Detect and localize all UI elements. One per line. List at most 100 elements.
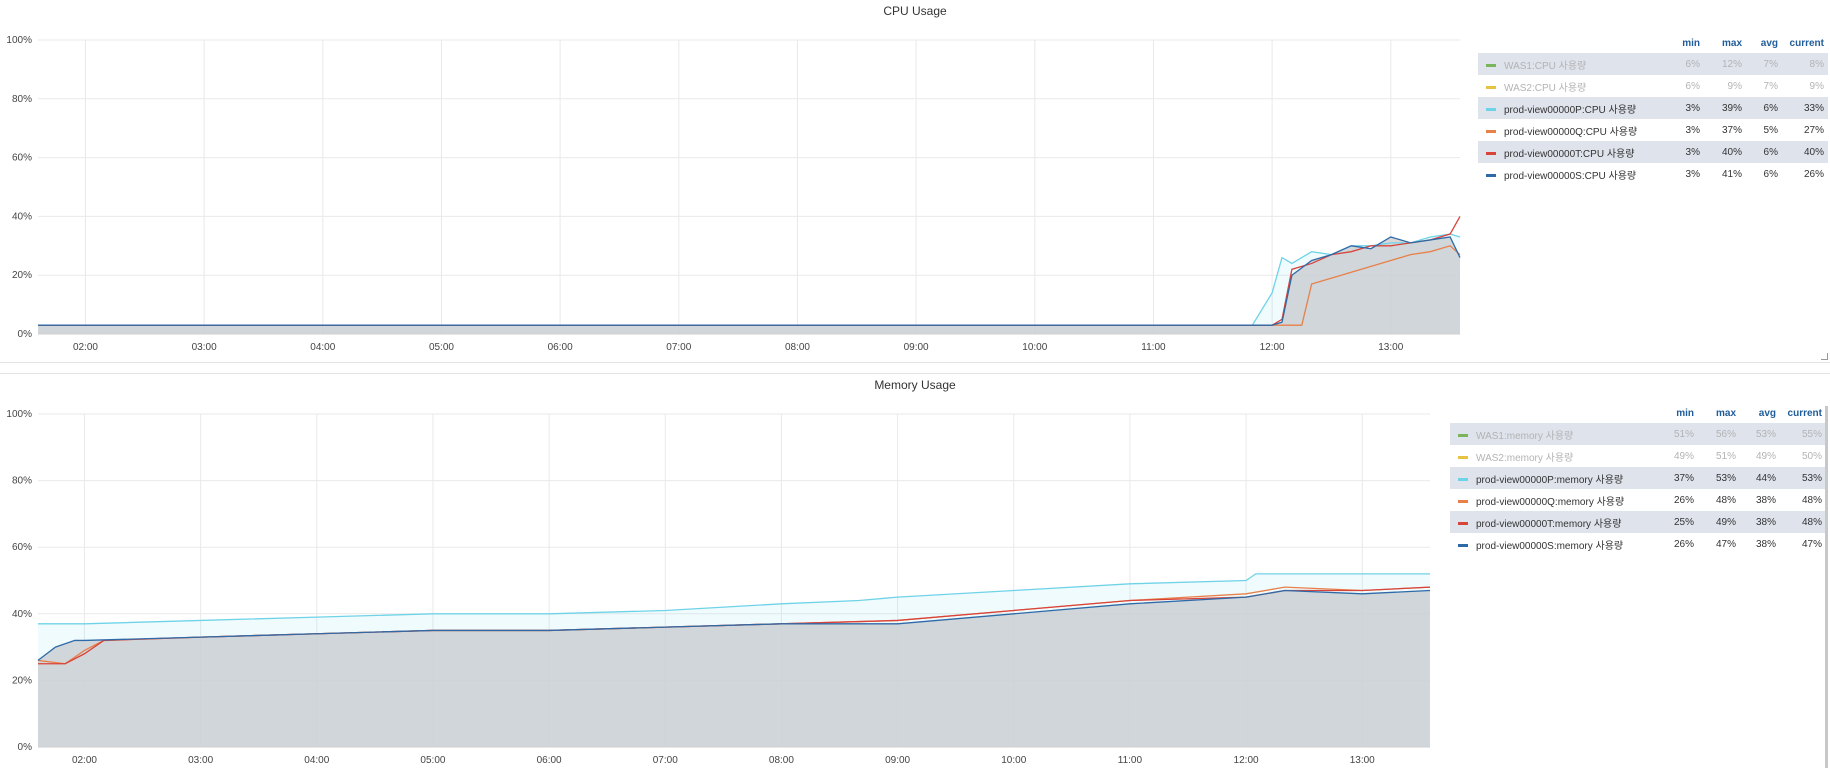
legend-series-name[interactable]: prod-view00000T:memory 사용량 [1450, 511, 1656, 533]
x-tick-label: 04:00 [310, 342, 335, 353]
legend-series-name[interactable]: WAS1:CPU 사용량 [1478, 53, 1662, 75]
cpu-panel-resize-handle[interactable] [1821, 353, 1828, 360]
legend-series-name[interactable]: WAS1:memory 사용량 [1450, 423, 1656, 445]
legend-min-value: 3% [1685, 124, 1700, 136]
x-tick-label: 07:00 [666, 342, 691, 353]
legend-current-value: 53% [1780, 467, 1826, 489]
legend-current-value: 47% [1801, 538, 1822, 550]
cpu-legend: min max avg current WAS1:CPU 사용량 6% 12% 7% 8… [1478, 36, 1828, 185]
legend-max-value: 12% [1704, 53, 1746, 75]
cpu-usage-panel: CPU Usage 0% 20% 40% 60% 80% 100% 02:00 03:00 04… [0, 0, 1830, 362]
legend-label: prod-view00000S:CPU 사용량 [1504, 170, 1637, 182]
legend-avg-value: 53% [1740, 423, 1780, 445]
y-tick-label: 60% [12, 153, 32, 164]
legend-row-WAS1[interactable]: WAS1:memory 사용량 51% 56% 53% 55% [1450, 423, 1826, 445]
legend-series-name[interactable]: prod-view00000S:memory 사용량 [1450, 533, 1656, 555]
legend-row-WAS1[interactable]: WAS1:CPU 사용량 6% 12% 7% 8% [1478, 53, 1828, 75]
legend-header-max[interactable]: max [1721, 37, 1742, 49]
legend-row-WAS2[interactable]: WAS2:CPU 사용량 6% 9% 7% 9% [1478, 75, 1828, 97]
series-line-P[interactable] [38, 233, 1461, 326]
panel-divider [0, 362, 1830, 374]
legend-current-value: 8% [1782, 53, 1828, 75]
y-tick-label: 0% [18, 329, 33, 340]
legend-row-T[interactable]: prod-view00000T:CPU 사용량 3% 40% 6% 40% [1478, 141, 1828, 163]
legend-header-avg[interactable]: avg [1758, 407, 1776, 419]
series-line-P[interactable] [38, 573, 1430, 625]
legend-header-avg[interactable]: avg [1760, 37, 1778, 49]
legend-row-Q[interactable]: prod-view00000Q:memory 사용량 26% 48% 38% 48% [1450, 489, 1826, 511]
legend-swatch [1458, 478, 1468, 482]
legend-row-P[interactable]: prod-view00000P:memory 사용량 37% 53% 44% 53% [1450, 467, 1826, 489]
legend-row-Q[interactable]: prod-view00000Q:CPU 사용량 3% 37% 5% 27% [1478, 119, 1828, 141]
legend-header-current[interactable]: current [1789, 37, 1824, 49]
legend-series-name[interactable]: WAS2:memory 사용량 [1450, 445, 1656, 467]
legend-series-name[interactable]: prod-view00000Q:CPU 사용량 [1478, 119, 1662, 141]
legend-row-WAS2[interactable]: WAS2:memory 사용량 49% 51% 49% 50% [1450, 445, 1826, 467]
legend-avg-value: 38% [1740, 511, 1780, 533]
area-fill [38, 590, 1430, 747]
legend-series-name[interactable]: prod-view00000P:memory 사용량 [1450, 467, 1656, 489]
legend-series-name[interactable]: prod-view00000P:CPU 사용량 [1478, 97, 1662, 119]
legend-row-P[interactable]: prod-view00000P:CPU 사용량 3% 39% 6% 33% [1478, 97, 1828, 119]
legend-label: WAS2:memory 사용량 [1476, 452, 1574, 464]
x-tick-label: 02:00 [73, 342, 98, 353]
legend-swatch [1458, 434, 1468, 438]
legend-avg-value: 49% [1755, 450, 1776, 462]
legend-swatch [1486, 130, 1496, 134]
legend-current-value: 9% [1809, 80, 1824, 92]
legend-row-S[interactable]: prod-view00000S:CPU 사용량 3% 41% 6% 26% [1478, 163, 1828, 185]
legend-swatch [1458, 522, 1468, 526]
x-tick-label: 02:00 [72, 755, 97, 766]
series-line-S[interactable] [37, 589, 1431, 661]
legend-header-max[interactable]: max [1715, 407, 1736, 419]
memory-usage-chart[interactable]: 0% 20% 40% 60% 80% 100% 02:00 03:00 04:00 05:00 06… [0, 374, 1830, 773]
grid [38, 39, 1460, 335]
legend-label: WAS2:CPU 사용량 [1504, 82, 1587, 94]
legend-series-name[interactable]: WAS2:CPU 사용량 [1478, 75, 1662, 97]
y-tick-label: 60% [12, 542, 32, 553]
series-area-P [38, 234, 1460, 334]
legend-label: prod-view00000T:CPU 사용량 [1504, 148, 1635, 160]
legend-min-value: 49% [1673, 450, 1694, 462]
y-tick-label: 80% [12, 94, 32, 105]
legend-avg-value: 5% [1763, 124, 1778, 136]
x-tick-label: 09:00 [904, 342, 929, 353]
legend-max-value: 53% [1698, 467, 1740, 489]
y-tick-label: 20% [12, 675, 32, 686]
legend-series-name[interactable]: prod-view00000Q:memory 사용량 [1450, 489, 1656, 511]
y-tick-label: 100% [6, 35, 32, 46]
legend-avg-value: 38% [1755, 494, 1776, 506]
legend-avg-value: 7% [1746, 53, 1782, 75]
legend-max-value: 41% [1721, 168, 1742, 180]
legend-row-T[interactable]: prod-view00000T:memory 사용량 25% 49% 38% 48% [1450, 511, 1826, 533]
legend-scrollbar[interactable] [1825, 406, 1828, 768]
series-line-S[interactable] [38, 236, 1461, 326]
series-line-Q[interactable] [38, 245, 1461, 326]
cpu-usage-chart[interactable]: 0% 20% 40% 60% 80% 100% 02:00 03:00 04:00 05:00 06… [0, 0, 1830, 362]
memory-panel-title: Memory Usage [874, 378, 956, 392]
legend-series-name[interactable]: prod-view00000T:CPU 사용량 [1478, 141, 1662, 163]
legend-header-current[interactable]: current [1787, 407, 1822, 419]
legend-header-min[interactable]: min [1682, 37, 1700, 49]
x-tick-label: 12:00 [1260, 342, 1285, 353]
legend-label: prod-view00000S:memory 사용량 [1476, 540, 1624, 552]
legend-series-name[interactable]: prod-view00000S:CPU 사용량 [1478, 163, 1662, 185]
legend-header-min[interactable]: min [1676, 407, 1694, 419]
series-area-P [38, 573, 1430, 747]
x-tick-label: 13:00 [1378, 342, 1403, 353]
series-line-T[interactable] [38, 216, 1461, 326]
legend-min-value: 26% [1673, 494, 1694, 506]
legend-swatch [1458, 500, 1468, 504]
legend-swatch [1486, 86, 1496, 90]
legend-current-value: 55% [1780, 423, 1826, 445]
legend-max-value: 49% [1698, 511, 1740, 533]
legend-max-value: 9% [1727, 80, 1742, 92]
legend-avg-value: 6% [1763, 168, 1778, 180]
legend-min-value: 3% [1662, 97, 1704, 119]
legend-row-S[interactable]: prod-view00000S:memory 사용량 26% 47% 38% 47% [1450, 533, 1826, 555]
legend-avg-value: 38% [1755, 538, 1776, 550]
area-fill [38, 236, 1460, 334]
legend-current-value: 50% [1801, 450, 1822, 462]
y-tick-label: 0% [18, 742, 33, 753]
legend-label: prod-view00000Q:memory 사용량 [1476, 496, 1625, 508]
